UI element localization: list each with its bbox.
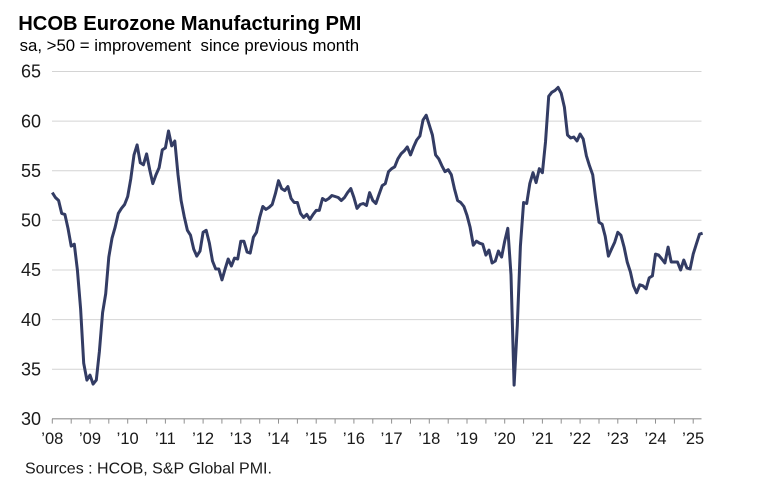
svg-text:50: 50 [21, 211, 41, 231]
svg-text:’19: ’19 [456, 430, 478, 448]
svg-text:’13: ’13 [230, 430, 252, 448]
svg-text:’10: ’10 [117, 430, 139, 448]
svg-text:65: 65 [21, 62, 41, 82]
svg-text:’15: ’15 [305, 430, 327, 448]
svg-text:’11: ’11 [155, 430, 176, 448]
svg-text:HCOB Eurozone Manufacturing PM: HCOB Eurozone Manufacturing PMI [18, 13, 361, 35]
svg-text:’12: ’12 [192, 430, 214, 448]
svg-text:55: 55 [21, 161, 41, 181]
svg-text:’16: ’16 [343, 430, 365, 448]
svg-text:’22: ’22 [569, 430, 591, 448]
svg-text:’20: ’20 [494, 430, 516, 448]
svg-text:Sources : HCOB, S&P Global PMI: Sources : HCOB, S&P Global PMI. [25, 461, 272, 478]
svg-text:’24: ’24 [644, 430, 666, 448]
svg-text:30: 30 [21, 409, 41, 429]
svg-text:’25: ’25 [682, 430, 704, 448]
svg-text:’09: ’09 [79, 430, 101, 448]
svg-text:sa, >50 = improvement since p: sa, >50 = improvement since previous mon… [20, 36, 360, 55]
svg-text:35: 35 [21, 359, 41, 379]
svg-text:’14: ’14 [267, 430, 289, 448]
svg-text:’18: ’18 [418, 430, 440, 448]
svg-text:40: 40 [21, 310, 41, 330]
svg-text:’23: ’23 [607, 430, 629, 448]
svg-text:60: 60 [21, 111, 41, 131]
svg-text:’17: ’17 [381, 430, 403, 448]
svg-text:45: 45 [21, 260, 41, 280]
svg-text:’21: ’21 [531, 430, 553, 448]
svg-text:’08: ’08 [41, 430, 63, 448]
